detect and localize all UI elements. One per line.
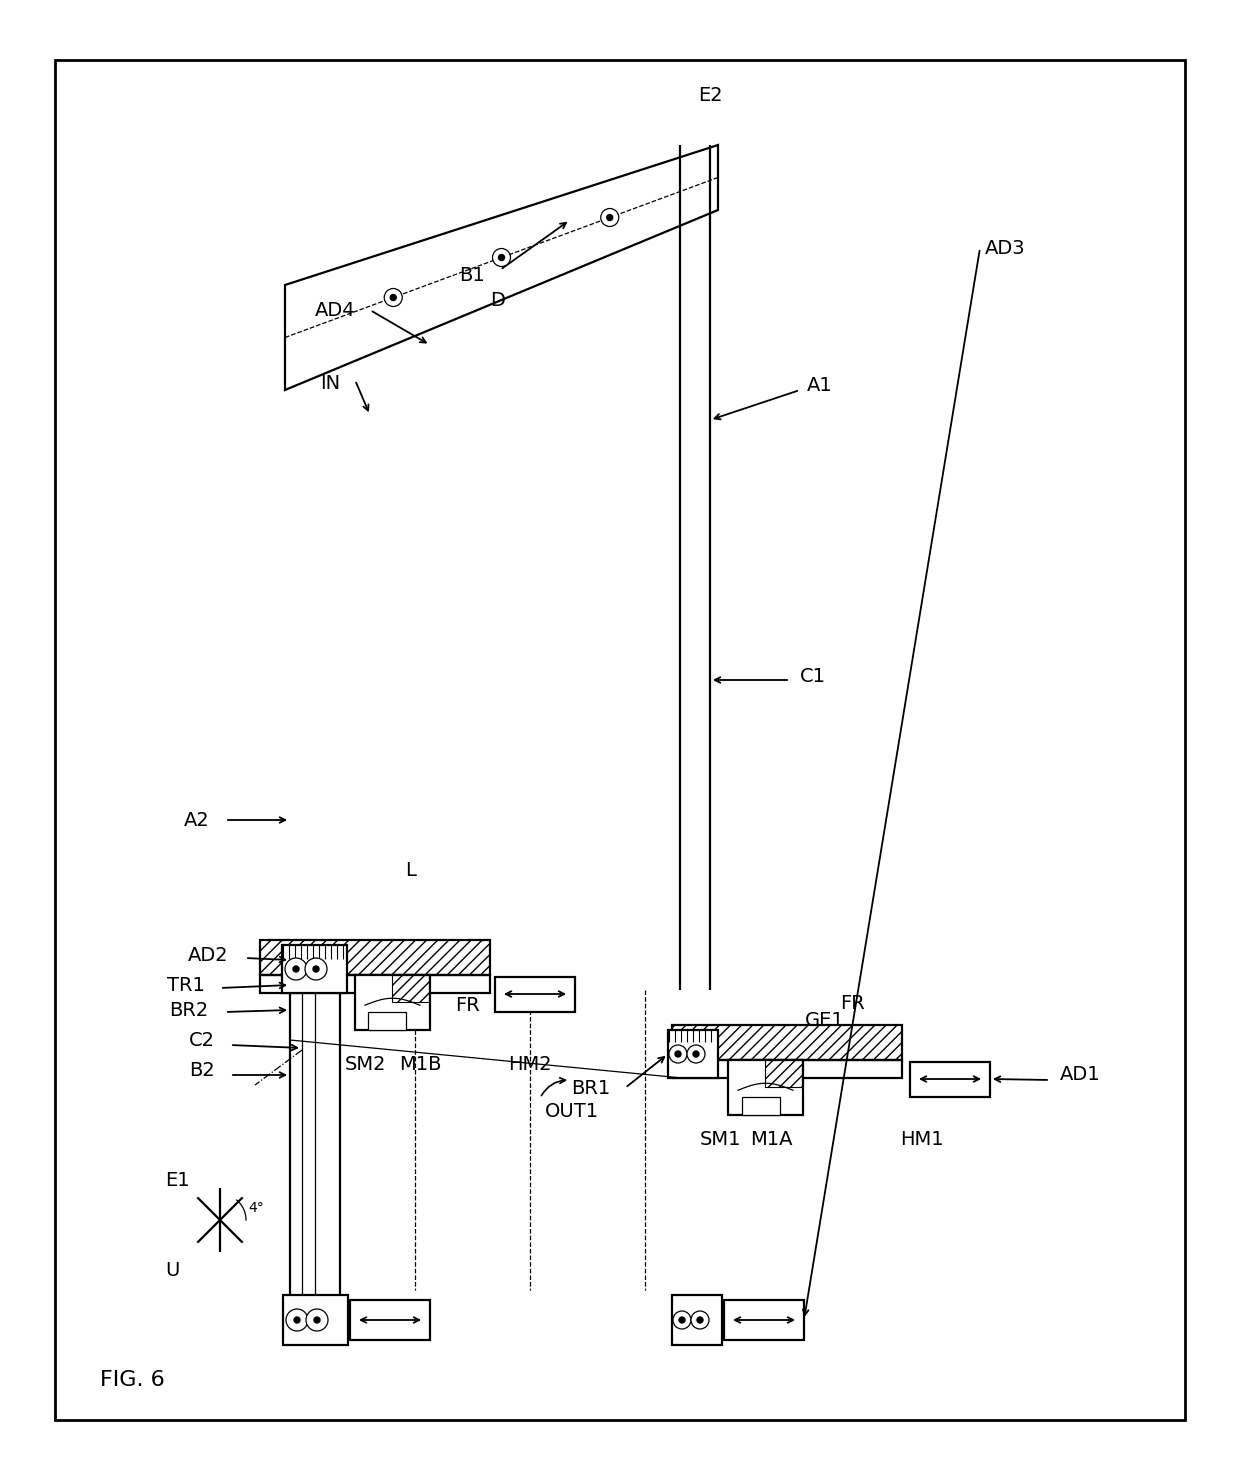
Circle shape (306, 1310, 329, 1332)
Bar (281, 944, 347, 993)
Text: B1: B1 (459, 266, 485, 284)
Text: FR: FR (455, 996, 480, 1014)
Circle shape (305, 958, 327, 980)
Circle shape (384, 288, 402, 306)
Circle shape (600, 208, 619, 226)
Text: M1A: M1A (750, 1131, 792, 1148)
Circle shape (286, 1310, 308, 1332)
Bar (668, 1030, 718, 1077)
Circle shape (687, 1045, 706, 1063)
Text: U: U (165, 1261, 180, 1280)
Text: A1: A1 (807, 375, 833, 395)
Text: BR1: BR1 (570, 1079, 610, 1098)
Bar (392, 975, 429, 1002)
Text: E2: E2 (698, 86, 723, 105)
Text: AD4: AD4 (315, 300, 355, 319)
Circle shape (606, 214, 613, 220)
Text: M1B: M1B (399, 1055, 441, 1075)
Bar (910, 1063, 990, 1097)
Text: AD1: AD1 (1060, 1066, 1101, 1085)
Text: GE1: GE1 (805, 1011, 844, 1030)
Circle shape (498, 254, 505, 260)
Text: SM1: SM1 (701, 1131, 742, 1148)
Circle shape (697, 1317, 703, 1323)
Bar (672, 1026, 901, 1060)
Text: BR2: BR2 (169, 1001, 208, 1020)
Circle shape (294, 1317, 300, 1323)
Circle shape (680, 1317, 684, 1323)
Bar (350, 1301, 430, 1341)
Text: IN: IN (320, 374, 340, 393)
Circle shape (673, 1311, 691, 1329)
Bar (728, 1060, 804, 1114)
Text: TR1: TR1 (167, 975, 205, 995)
Text: SM2: SM2 (345, 1055, 386, 1075)
Circle shape (312, 967, 319, 973)
Text: AD3: AD3 (985, 238, 1025, 257)
Text: HM2: HM2 (508, 1055, 552, 1075)
Text: C1: C1 (800, 667, 826, 686)
Circle shape (314, 1317, 320, 1323)
Text: OUT1: OUT1 (546, 1103, 599, 1120)
Circle shape (691, 1311, 709, 1329)
Circle shape (293, 967, 299, 973)
Text: C2: C2 (188, 1030, 215, 1049)
Circle shape (675, 1051, 681, 1057)
Text: A2: A2 (185, 810, 210, 829)
Text: E1: E1 (165, 1171, 190, 1190)
Bar (724, 1301, 804, 1341)
Text: HM1: HM1 (900, 1131, 944, 1148)
Text: 4°: 4° (248, 1202, 264, 1215)
Circle shape (492, 248, 511, 266)
Bar (355, 975, 430, 1030)
Text: AD2: AD2 (187, 946, 228, 965)
Circle shape (285, 958, 308, 980)
Circle shape (693, 1051, 699, 1057)
Bar (495, 977, 575, 1012)
Bar (260, 975, 490, 993)
Bar (260, 940, 490, 975)
Bar (742, 1097, 780, 1114)
Text: D: D (490, 291, 505, 309)
Bar (283, 1295, 348, 1345)
Bar (672, 1295, 722, 1345)
Text: L: L (405, 860, 415, 879)
Bar (368, 1012, 405, 1030)
Circle shape (391, 294, 397, 300)
Bar (672, 1060, 901, 1077)
Circle shape (670, 1045, 687, 1063)
Text: B2: B2 (190, 1061, 215, 1079)
Text: FR: FR (839, 993, 864, 1012)
Bar (765, 1060, 802, 1086)
Text: FIG. 6: FIG. 6 (100, 1370, 165, 1389)
